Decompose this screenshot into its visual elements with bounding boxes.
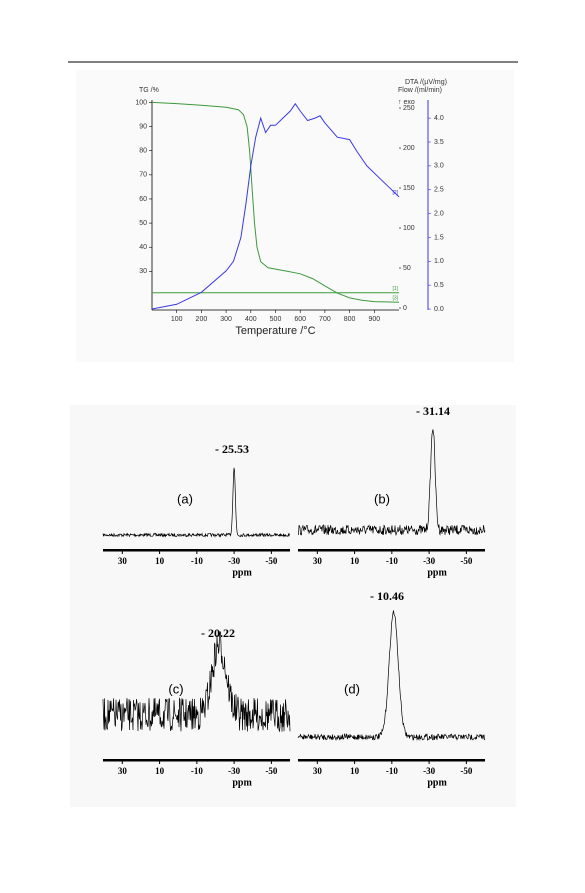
- y3-tick-label: 2.5: [434, 187, 444, 194]
- spectrum-trace: [298, 429, 486, 537]
- x-tick-label: 400: [245, 316, 257, 323]
- spectrum-trace: [297, 610, 486, 742]
- y-tick-label: 60: [139, 196, 147, 203]
- x-tick-label: 800: [344, 316, 356, 323]
- x-tick-label: 30: [118, 556, 128, 566]
- x-axis-title: ppm: [232, 777, 252, 788]
- x-tick-label: 30: [313, 766, 323, 776]
- x-tick-label: -50: [265, 766, 277, 776]
- x-axis-title: Temperature /°C: [235, 325, 315, 337]
- y2-tick-label: 50: [403, 265, 411, 272]
- x-tick-label: -30: [423, 766, 435, 776]
- y-tick-label: 90: [139, 123, 147, 130]
- y3-tick-label: 3.5: [434, 139, 444, 146]
- x-tick-label: -50: [460, 556, 472, 566]
- panel-label: (b): [374, 491, 390, 506]
- x-tick-label: -50: [265, 556, 277, 566]
- y-axis-title: TG /%: [139, 87, 159, 94]
- panel-label: (a): [177, 491, 193, 506]
- peak-label: - 25.53: [215, 442, 249, 456]
- series-tag: [2]: [392, 190, 398, 196]
- y-tick-label: 70: [139, 172, 147, 179]
- figure-background: [76, 70, 514, 362]
- x-tick-label: 30: [118, 766, 128, 776]
- x-axis-title: ppm: [232, 567, 252, 578]
- peak-label: - 31.14: [416, 404, 450, 418]
- series-tag: [3]: [392, 296, 398, 302]
- x-tick-label: -30: [228, 556, 240, 566]
- y2-tick-label: 200: [403, 145, 415, 152]
- panel-label: (d): [344, 681, 360, 696]
- y3-tick-label: 2.0: [434, 210, 444, 217]
- y3-tick-label: 1.0: [434, 258, 444, 265]
- x-tick-label: 10: [155, 766, 165, 776]
- peak-label: - 20.22: [201, 626, 235, 640]
- y3-tick-label: 4.0: [434, 115, 444, 122]
- x-axis-title: ppm: [427, 777, 447, 788]
- peak-label: - 10.46: [370, 589, 404, 603]
- x-tick-label: 30: [313, 556, 323, 566]
- y-tick-label: 40: [139, 244, 147, 251]
- y3-tick-label: 0.5: [434, 282, 444, 289]
- x-tick-label: 900: [368, 316, 380, 323]
- x-tick-label: 10: [350, 766, 360, 776]
- x-tick-label: -10: [386, 556, 398, 566]
- x-tick-label: -30: [228, 766, 240, 776]
- y2-tick-label: 100: [403, 225, 415, 232]
- x-tick-label: 500: [270, 316, 282, 323]
- y2-tick-label: 150: [403, 185, 415, 192]
- x-tick-label: -10: [191, 556, 203, 566]
- series-tag: [1]: [392, 286, 398, 292]
- x-tick-label: 100: [171, 316, 183, 323]
- y-tick-label: 50: [139, 220, 147, 227]
- figure-background: [70, 405, 516, 807]
- x-tick-label: 300: [220, 316, 232, 323]
- y3-axis-title: DTA /(µV/mg): [405, 79, 447, 86]
- annotation: ↑ exo: [398, 99, 415, 106]
- x-tick-label: 700: [319, 316, 331, 323]
- data-line: [151, 101, 400, 303]
- y2-tick-label: 0: [403, 305, 407, 312]
- x-tick-label: 200: [196, 316, 208, 323]
- y3-tick-label: 1.5: [434, 234, 444, 241]
- spectrum-trace: [102, 467, 291, 538]
- x-tick-label: 10: [155, 556, 165, 566]
- panel-label: (c): [168, 681, 183, 696]
- y-tick-label: 100: [135, 99, 147, 106]
- x-tick-label: -50: [460, 766, 472, 776]
- x-axis-title: ppm: [427, 567, 447, 578]
- x-tick-label: -10: [386, 766, 398, 776]
- y-tick-label: 30: [139, 268, 147, 275]
- x-tick-label: -10: [191, 766, 203, 776]
- spectrum-trace: [102, 631, 291, 733]
- x-tick-label: -30: [423, 556, 435, 566]
- y2-axis-title: Flow /(ml/min): [398, 87, 442, 94]
- data-line: [151, 102, 400, 310]
- y2-tick-label: 250: [403, 105, 415, 112]
- x-tick-label: 10: [350, 556, 360, 566]
- y3-tick-label: 0.0: [434, 306, 444, 313]
- y-tick-label: 80: [139, 148, 147, 155]
- y3-tick-label: 3.0: [434, 163, 444, 170]
- x-tick-label: 600: [294, 316, 306, 323]
